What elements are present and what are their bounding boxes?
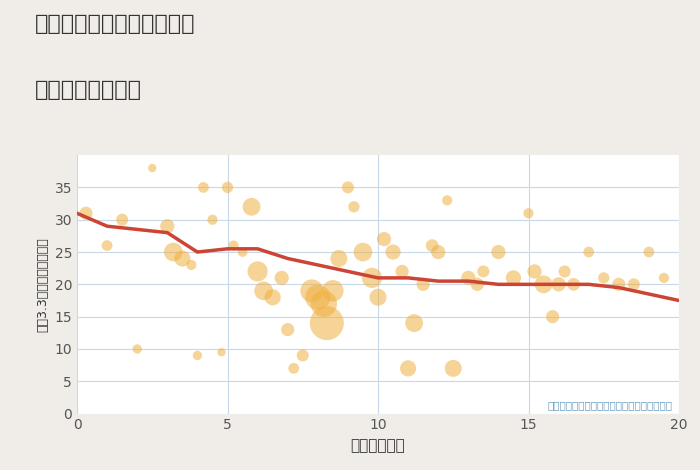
- X-axis label: 駅距離（分）: 駅距離（分）: [351, 438, 405, 453]
- Point: [318, 300, 330, 307]
- Point: [321, 320, 332, 327]
- Point: [568, 281, 580, 288]
- Point: [477, 267, 489, 275]
- Point: [258, 287, 270, 295]
- Point: [267, 293, 278, 301]
- Y-axis label: 坪（3.3㎡）単価（万円）: 坪（3.3㎡）単価（万円）: [36, 237, 49, 332]
- Point: [282, 326, 293, 333]
- Point: [306, 287, 317, 295]
- Point: [237, 248, 248, 256]
- Point: [132, 345, 143, 352]
- Point: [80, 210, 92, 217]
- Text: 駅距離別土地価格: 駅距離別土地価格: [35, 80, 142, 100]
- Point: [409, 320, 420, 327]
- Text: 兵庫県姫路市別所町別所の: 兵庫県姫路市別所町別所の: [35, 14, 195, 34]
- Point: [297, 352, 308, 359]
- Point: [402, 365, 414, 372]
- Point: [547, 313, 558, 321]
- Point: [207, 216, 218, 223]
- Point: [288, 365, 300, 372]
- Point: [312, 293, 323, 301]
- Point: [228, 242, 239, 249]
- Point: [553, 281, 564, 288]
- Point: [523, 210, 534, 217]
- Point: [643, 248, 655, 256]
- Point: [417, 281, 428, 288]
- Point: [252, 267, 263, 275]
- Point: [192, 352, 203, 359]
- Point: [162, 222, 173, 230]
- Point: [366, 274, 377, 282]
- Point: [349, 203, 360, 211]
- Point: [463, 274, 474, 282]
- Point: [388, 248, 399, 256]
- Point: [448, 365, 459, 372]
- Point: [598, 274, 609, 282]
- Point: [472, 281, 483, 288]
- Point: [116, 216, 128, 223]
- Point: [629, 281, 640, 288]
- Point: [379, 235, 390, 243]
- Point: [433, 248, 444, 256]
- Point: [328, 287, 339, 295]
- Point: [508, 274, 519, 282]
- Point: [176, 255, 188, 262]
- Point: [396, 267, 407, 275]
- Point: [613, 281, 624, 288]
- Point: [147, 164, 158, 172]
- Point: [246, 203, 257, 211]
- Point: [198, 184, 209, 191]
- Point: [222, 184, 233, 191]
- Point: [186, 261, 197, 269]
- Point: [529, 267, 540, 275]
- Point: [559, 267, 570, 275]
- Point: [168, 248, 179, 256]
- Point: [442, 196, 453, 204]
- Point: [372, 293, 384, 301]
- Text: 円の大きさは、取引のあった物件面積を示す: 円の大きさは、取引のあった物件面積を示す: [548, 400, 673, 410]
- Point: [333, 255, 344, 262]
- Point: [583, 248, 594, 256]
- Point: [342, 184, 354, 191]
- Point: [538, 281, 549, 288]
- Point: [658, 274, 669, 282]
- Point: [276, 274, 287, 282]
- Point: [357, 248, 368, 256]
- Point: [102, 242, 113, 249]
- Point: [426, 242, 438, 249]
- Point: [493, 248, 504, 256]
- Point: [216, 348, 227, 356]
